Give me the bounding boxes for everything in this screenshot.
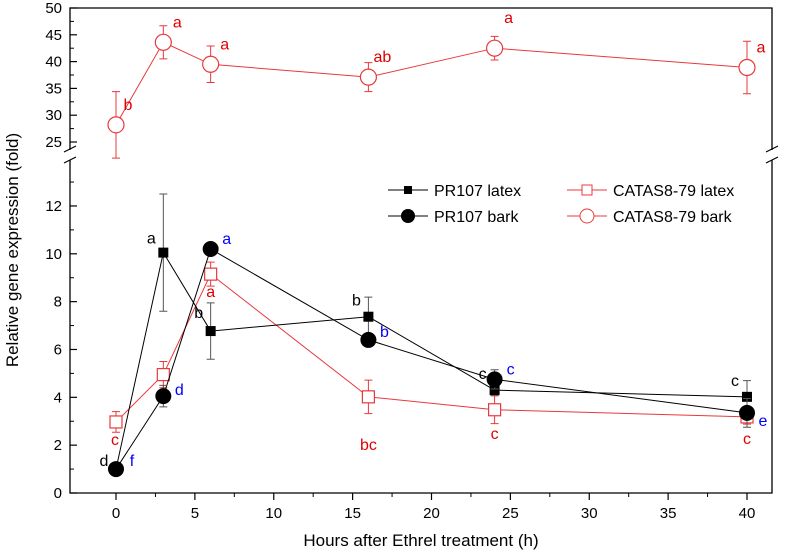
data-point — [486, 371, 503, 388]
data-point — [739, 404, 755, 421]
legend-item: CATAS8-79 latex — [567, 183, 734, 200]
y-tick-label: 50 — [45, 0, 62, 17]
y-tick-label: 4 — [54, 389, 62, 406]
x-tick-label: 30 — [581, 505, 598, 522]
x-tick-label: 25 — [502, 505, 519, 522]
data-point — [109, 415, 123, 429]
significance-letter: c — [507, 361, 515, 378]
x-tick-label: 5 — [191, 505, 199, 522]
axes: 0 5 10 15 20 25 30 35 40 0 2 4 6 8 10 12 25 30 35 40 45 50 — [45, 0, 779, 522]
significance-letter: d — [100, 453, 109, 470]
legend-item: PR107 latex — [388, 183, 521, 200]
data-point — [202, 241, 219, 258]
data-point — [359, 68, 377, 86]
x-tick-label: 15 — [344, 505, 361, 522]
legend-item: CATAS8-79 bark — [567, 208, 733, 226]
y-tick-label: 6 — [54, 341, 62, 358]
data-point — [155, 388, 172, 405]
series-line — [115, 273, 748, 423]
upper-frame — [69, 7, 773, 150]
x-tick-label: 40 — [739, 505, 756, 522]
x-tick-label: 35 — [660, 505, 677, 522]
significance-letter: a — [504, 10, 513, 27]
significance-letter: b — [124, 97, 133, 114]
data-point — [360, 331, 377, 348]
data-point — [158, 247, 169, 258]
data-point — [107, 116, 125, 134]
data-point — [742, 391, 752, 402]
legend-marker — [581, 184, 593, 196]
significance-letter: ab — [374, 49, 392, 66]
significance-letter: e — [759, 413, 768, 430]
y-tick-label: 10 — [45, 246, 62, 263]
y-tick-label: 12 — [45, 198, 62, 215]
y-axis-label: Relative gene expression (fold) — [3, 133, 22, 367]
y-tick-label: 2 — [54, 437, 62, 454]
series-catas8-79-bark: b a a ab a a — [107, 10, 766, 159]
significance-letter: a — [222, 231, 231, 248]
data-point — [202, 55, 220, 73]
data-point — [205, 326, 216, 337]
data-point — [486, 39, 504, 57]
significance-letter: b — [352, 293, 361, 310]
data-point — [361, 390, 375, 404]
data-point — [489, 385, 500, 396]
significance-letter: c — [743, 431, 751, 448]
significance-letter: b — [380, 324, 389, 341]
data-point — [363, 311, 374, 322]
data-point — [738, 58, 756, 77]
axis-break-mark — [765, 145, 779, 164]
series-line — [115, 41, 748, 126]
significance-letter: c — [111, 432, 119, 449]
x-tick-label: 20 — [423, 505, 440, 522]
y-tick-label: 45 — [45, 27, 62, 44]
significance-letter: f — [130, 453, 135, 470]
significance-letter: bc — [360, 437, 377, 454]
axis-break-mark — [63, 145, 77, 164]
significance-letter: c — [479, 366, 487, 383]
legend-marker — [401, 209, 415, 223]
legend-item: PR107 bark — [388, 209, 519, 226]
data-point — [108, 461, 124, 478]
y-tick-label: 0 — [54, 485, 62, 502]
significance-letter: a — [220, 36, 229, 53]
y-tick-label: 25 — [45, 134, 62, 151]
y-tick-label: 35 — [45, 80, 62, 97]
x-tick-label: 0 — [112, 505, 120, 522]
series-line — [115, 251, 748, 470]
legend-label: CATAS8-79 latex — [613, 183, 734, 200]
legend-label: PR107 bark — [434, 209, 519, 226]
y-tick-label: 8 — [54, 294, 62, 311]
data-point — [204, 267, 218, 281]
legend: PR107 latex PR107 bark CATAS8-79 latex CATA… — [388, 183, 734, 226]
data-point — [154, 33, 172, 51]
legend-label: PR107 latex — [434, 183, 521, 200]
significance-letter: a — [757, 39, 766, 56]
significance-letter: a — [206, 284, 215, 301]
significance-letter: b — [194, 305, 203, 322]
legend-marker — [404, 186, 412, 194]
lower-frame — [69, 160, 773, 494]
series-line — [115, 248, 748, 470]
legend-marker — [579, 208, 595, 224]
axis-break-gap — [769, 152, 775, 157]
significance-letter: c — [731, 373, 739, 390]
significance-letter: a — [173, 14, 182, 31]
axis-break-gap — [67, 152, 73, 157]
significance-letter: d — [175, 382, 184, 399]
data-point — [488, 403, 502, 417]
x-tick-label: 10 — [265, 505, 282, 522]
significance-letter: c — [491, 426, 499, 443]
legend-label: CATAS8-79 bark — [613, 209, 733, 226]
data-point — [156, 367, 170, 382]
y-tick-label: 30 — [45, 107, 62, 124]
x-axis-label: Hours after Ethrel treatment (h) — [303, 531, 538, 550]
significance-letter: a — [147, 231, 156, 248]
y-tick-label: 40 — [45, 54, 62, 71]
